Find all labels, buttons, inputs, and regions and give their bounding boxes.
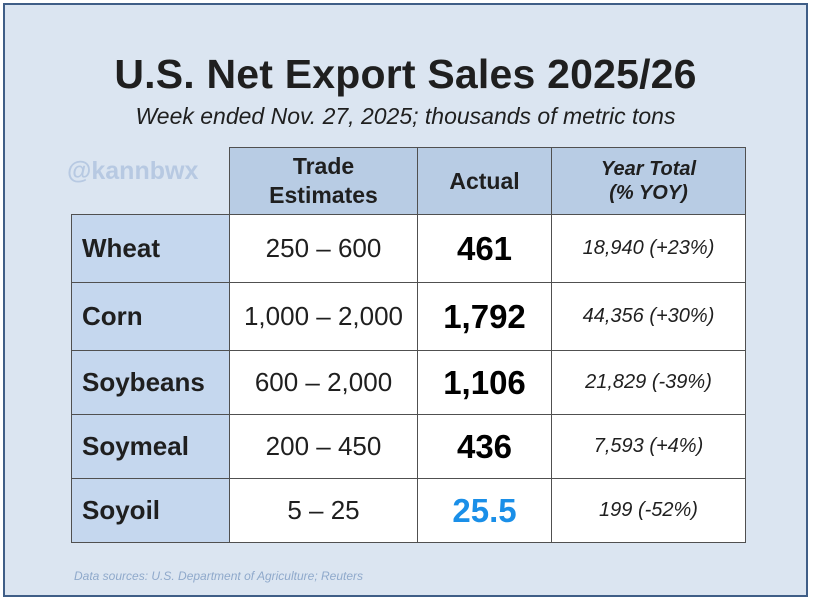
year-total-value: 18,940 (+23%) <box>551 214 746 283</box>
header-trade-estimates: Trade Estimates <box>229 147 418 215</box>
actual-value: 461 <box>417 214 552 283</box>
header-actual: Actual <box>417 147 552 215</box>
trade-estimate-range: 250 – 600 <box>229 214 418 283</box>
header-trade-estimates-line2: Estimates <box>269 182 378 208</box>
actual-value: 436 <box>417 414 552 479</box>
infographic-card: U.S. Net Export Sales 2025/26 Week ended… <box>3 3 808 597</box>
header-corner <box>72 148 230 215</box>
trade-estimate-range: 200 – 450 <box>229 414 418 479</box>
commodity-name: Soymeal <box>71 414 230 479</box>
header-year-total: Year Total (% YOY) <box>551 147 746 215</box>
header-year-total-line2: (% YOY) <box>609 182 688 204</box>
header-row: Trade Estimates Actual Year Total (% YOY… <box>72 147 746 215</box>
trade-estimate-range: 1,000 – 2,000 <box>229 282 418 351</box>
commodity-name: Wheat <box>71 214 230 283</box>
table-row: Soymeal 200 – 450 436 7,593 (+4%) <box>71 414 746 479</box>
commodity-name: Soybeans <box>71 350 230 415</box>
page-subtitle: Week ended Nov. 27, 2025; thousands of m… <box>135 103 676 129</box>
export-sales-table: Trade Estimates Actual Year Total (% YOY… <box>71 147 746 543</box>
commodity-name: Corn <box>71 282 230 351</box>
actual-value-highlighted: 25.5 <box>417 478 552 543</box>
table-row: Wheat 250 – 600 461 18,940 (+23%) <box>71 214 746 283</box>
year-total-value: 199 (-52%) <box>551 478 746 543</box>
table-row: Corn 1,000 – 2,000 1,792 44,356 (+30%) <box>71 282 746 351</box>
actual-value: 1,792 <box>417 282 552 351</box>
table-row: Soyoil 5 – 25 25.5 199 (-52%) <box>71 478 746 543</box>
actual-value: 1,106 <box>417 350 552 415</box>
year-total-value: 21,829 (-39%) <box>551 350 746 415</box>
trade-estimate-range: 5 – 25 <box>229 478 418 543</box>
year-total-value: 7,593 (+4%) <box>551 414 746 479</box>
page-title: U.S. Net Export Sales 2025/26 <box>114 51 697 97</box>
watermark-handle: @kannbwx <box>67 157 199 185</box>
header-year-total-line1: Year Total <box>600 158 697 180</box>
data-source-note: Data sources: U.S. Department of Agricul… <box>74 569 364 583</box>
trade-estimate-range: 600 – 2,000 <box>229 350 418 415</box>
year-total-value: 44,356 (+30%) <box>551 282 746 351</box>
commodity-name: Soyoil <box>71 478 230 543</box>
table-row: Soybeans 600 – 2,000 1,106 21,829 (-39%) <box>71 350 746 415</box>
header-trade-estimates-line1: Trade <box>292 153 355 179</box>
